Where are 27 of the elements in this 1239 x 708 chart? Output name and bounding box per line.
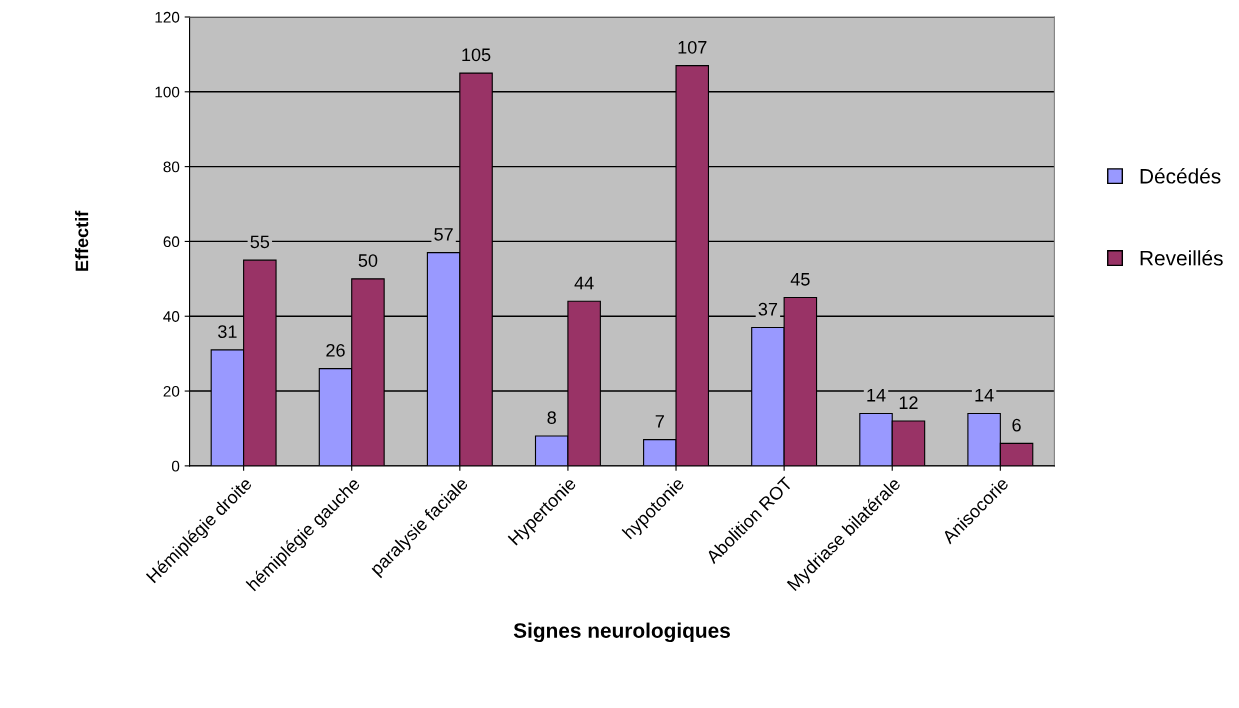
data-label: 14 [867, 388, 886, 402]
data-label: 107 [678, 40, 707, 54]
data-label: 8 [547, 411, 556, 425]
data-label: 14 [975, 388, 994, 402]
y-tick-label: 60 [163, 236, 180, 248]
data-label: 6 [1012, 418, 1021, 432]
data-label: 45 [790, 273, 810, 286]
data-label: 7 [655, 415, 664, 428]
y-tick-label: 40 [163, 311, 180, 322]
data-label: 12 [899, 396, 918, 409]
x-axis-title: Signes neurologiques [513, 622, 730, 643]
y-tick-label: 80 [163, 161, 180, 173]
y-axis-title: Effectif [75, 210, 89, 271]
data-label: 50 [358, 254, 378, 267]
y-tick-label: 100 [155, 86, 180, 98]
data-label: 37 [758, 302, 778, 316]
data-label: 26 [326, 343, 345, 357]
legend-label: Reveillés [1140, 249, 1223, 266]
data-label: 31 [218, 325, 237, 338]
data-label: 55 [250, 235, 270, 249]
data-label: 105 [462, 48, 491, 62]
legend-label: Décédés [1140, 168, 1221, 184]
y-tick-label: 20 [163, 385, 180, 397]
data-label: 57 [434, 228, 453, 241]
y-tick-label: 120 [155, 11, 180, 23]
data-label: 44 [574, 276, 594, 290]
y-tick-label: 0 [171, 460, 180, 472]
